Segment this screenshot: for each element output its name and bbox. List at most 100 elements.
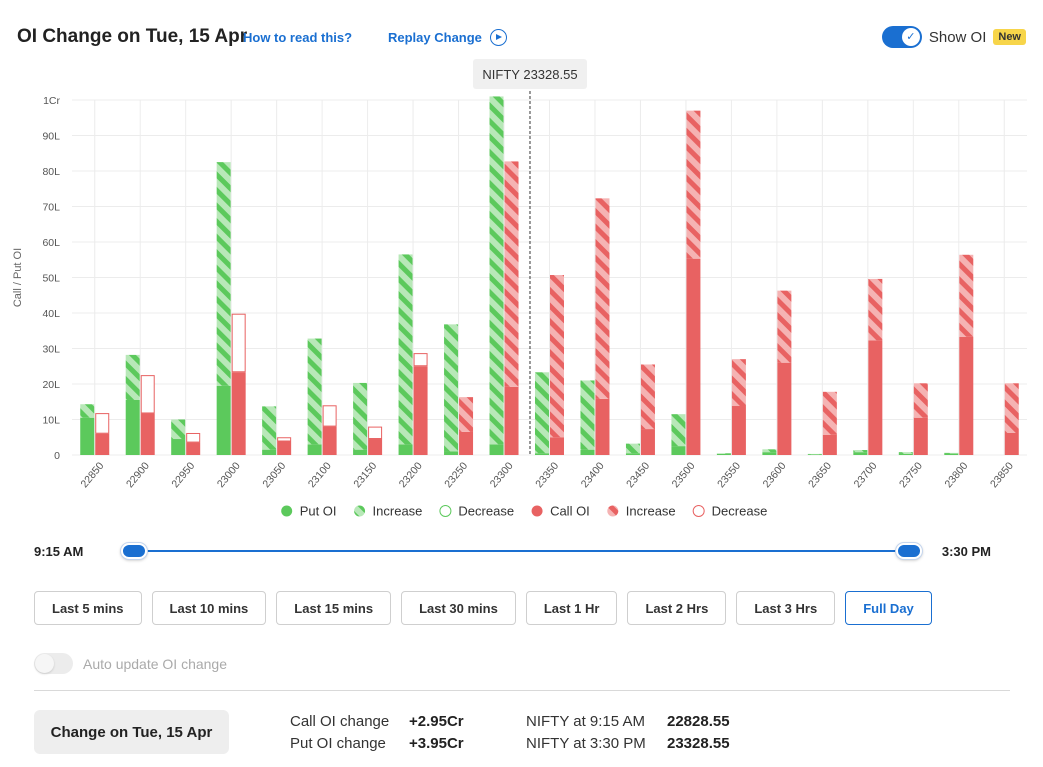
how-to-read-link[interactable]: How to read this? — [243, 30, 353, 45]
nifty-end-value: 23328.55 — [667, 735, 730, 752]
legend-label: Increase — [373, 504, 423, 519]
header: OI Change on Tue, 15 Apr How to read thi… — [17, 24, 1026, 52]
call-decrease-bar — [231, 313, 246, 373]
call-oi-bar — [95, 433, 110, 455]
put-increase-bar — [853, 450, 868, 453]
put-oi-bar — [353, 449, 368, 455]
show-oi-control: ✓ Show OI New — [881, 26, 1026, 48]
call-oi-bar — [731, 406, 746, 455]
x-tick-label: 23550 — [715, 460, 743, 490]
call-increase-bar — [777, 290, 792, 363]
put-increase-bar — [898, 452, 913, 454]
call-increase-bar — [731, 359, 746, 407]
y-tick-label: 20L — [42, 379, 60, 391]
call-oi-bar — [1004, 432, 1019, 455]
call-increase-bar — [1004, 383, 1019, 433]
x-tick-label: 23100 — [306, 460, 334, 490]
slider-start-handle[interactable] — [121, 543, 147, 559]
slider-end-time: 3:30 PM — [941, 544, 991, 559]
call-decrease-bar — [277, 437, 292, 442]
call-oi-bar — [550, 437, 564, 455]
y-tick-label: 50L — [42, 273, 60, 285]
slider-start-time: 9:15 AM — [34, 544, 84, 559]
call-oi-bar — [140, 413, 155, 455]
x-tick-label: 23050 — [260, 460, 288, 490]
put-increase-bar — [80, 404, 95, 418]
put-oi-bar — [535, 453, 549, 455]
y-tick-label: 0 — [54, 450, 60, 462]
range-last-15-mins-button[interactable]: Last 15 mins — [276, 591, 392, 625]
legend-swatch — [439, 505, 452, 517]
range-full-day-button[interactable]: Full Day — [845, 591, 932, 625]
call-oi-bar — [277, 441, 292, 455]
y-axis-title: Call / Put OI — [12, 248, 24, 307]
x-tick-label: 23600 — [761, 460, 789, 490]
range-last-10-mins-button[interactable]: Last 10 mins — [151, 591, 267, 625]
call-oi-bar — [413, 366, 428, 455]
call-oi-bar — [368, 439, 383, 455]
legend-swatch — [531, 505, 543, 517]
x-tick-label: 23300 — [488, 460, 516, 490]
call-oi-bar — [959, 336, 974, 455]
put-oi-bar — [80, 417, 95, 455]
put-increase-bar — [125, 354, 140, 400]
change-date-button[interactable]: Change on Tue, 15 Apr — [34, 710, 229, 754]
auto-update-toggle[interactable] — [34, 653, 73, 674]
nifty-summary: NIFTY at 9:15 AM 22828.55 NIFTY at 3:30 … — [526, 711, 766, 755]
put-oi-bar — [898, 453, 913, 455]
put-oi-bar — [716, 453, 731, 455]
legend-swatch — [607, 505, 619, 517]
put-increase-bar — [353, 382, 368, 450]
oi-change-summary: Call OI change +2.95Cr Put OI change +3.… — [290, 711, 510, 755]
put-oi-bar — [671, 446, 686, 455]
legend-label: Increase — [626, 504, 676, 519]
show-oi-toggle[interactable]: ✓ — [881, 26, 922, 48]
call-increase-bar — [640, 364, 655, 430]
range-last-30-mins-button[interactable]: Last 30 mins — [401, 591, 516, 625]
slider-end-handle[interactable] — [896, 543, 922, 559]
legend-item: Decrease — [692, 504, 768, 519]
legend-item: Put OI — [281, 504, 337, 519]
y-tick-label: 10L — [42, 415, 60, 427]
x-tick-label: 23400 — [579, 460, 607, 490]
range-last-2-hrs-button[interactable]: Last 2 Hrs — [627, 591, 727, 625]
spot-price-tooltip — [472, 59, 587, 89]
legend-label: Call OI — [550, 504, 590, 519]
x-tick-label: 23850 — [988, 460, 1016, 490]
put-oi-bar — [807, 454, 822, 455]
range-last-5-mins-button[interactable]: Last 5 mins — [34, 591, 142, 625]
put-oi-bar — [489, 444, 504, 455]
x-tick-label: 23700 — [852, 460, 880, 490]
range-last-3-hrs-button[interactable]: Last 3 Hrs — [736, 591, 836, 625]
legend-label: Decrease — [712, 504, 768, 519]
oi-change-chart: 0 10L 20L 30L 40L 50L 60L 70L 80L 90L 1Cr 22850 2290… — [12, 59, 1027, 519]
x-tick-label: 22900 — [124, 460, 152, 490]
put-oi-change-row: Put OI change +3.95Cr — [290, 733, 510, 755]
y-tick-label: 40L — [42, 308, 60, 320]
new-badge: New — [993, 29, 1026, 45]
put-oi-change-label: Put OI change — [290, 735, 386, 752]
put-increase-bar — [625, 443, 640, 454]
slider-track[interactable] — [134, 550, 908, 552]
auto-update-label: Auto update OI change — [83, 655, 227, 672]
put-increase-bar — [216, 162, 231, 386]
legend-item: Decrease — [439, 504, 514, 519]
x-tick-label: 23500 — [670, 460, 698, 490]
show-oi-label: Show OI — [928, 28, 987, 46]
call-oi-change-value: +2.95Cr — [409, 713, 464, 730]
put-increase-bar — [307, 338, 322, 445]
divider — [34, 690, 1010, 691]
range-last-1-hr-button[interactable]: Last 1 Hr — [525, 591, 618, 625]
put-oi-bar — [944, 453, 959, 455]
call-increase-bar — [822, 391, 837, 435]
legend-swatch — [354, 505, 366, 517]
x-tick-label: 23750 — [897, 460, 925, 490]
call-increase-bar — [913, 383, 928, 418]
call-oi-bar — [640, 429, 655, 455]
legend-item: Increase — [354, 504, 422, 519]
replay-change-button[interactable]: Replay Change — [388, 29, 507, 46]
call-increase-bar — [504, 161, 519, 387]
x-tick-label: 23250 — [442, 460, 470, 490]
call-oi-bar — [822, 434, 837, 455]
toggle-knob — [35, 654, 54, 673]
